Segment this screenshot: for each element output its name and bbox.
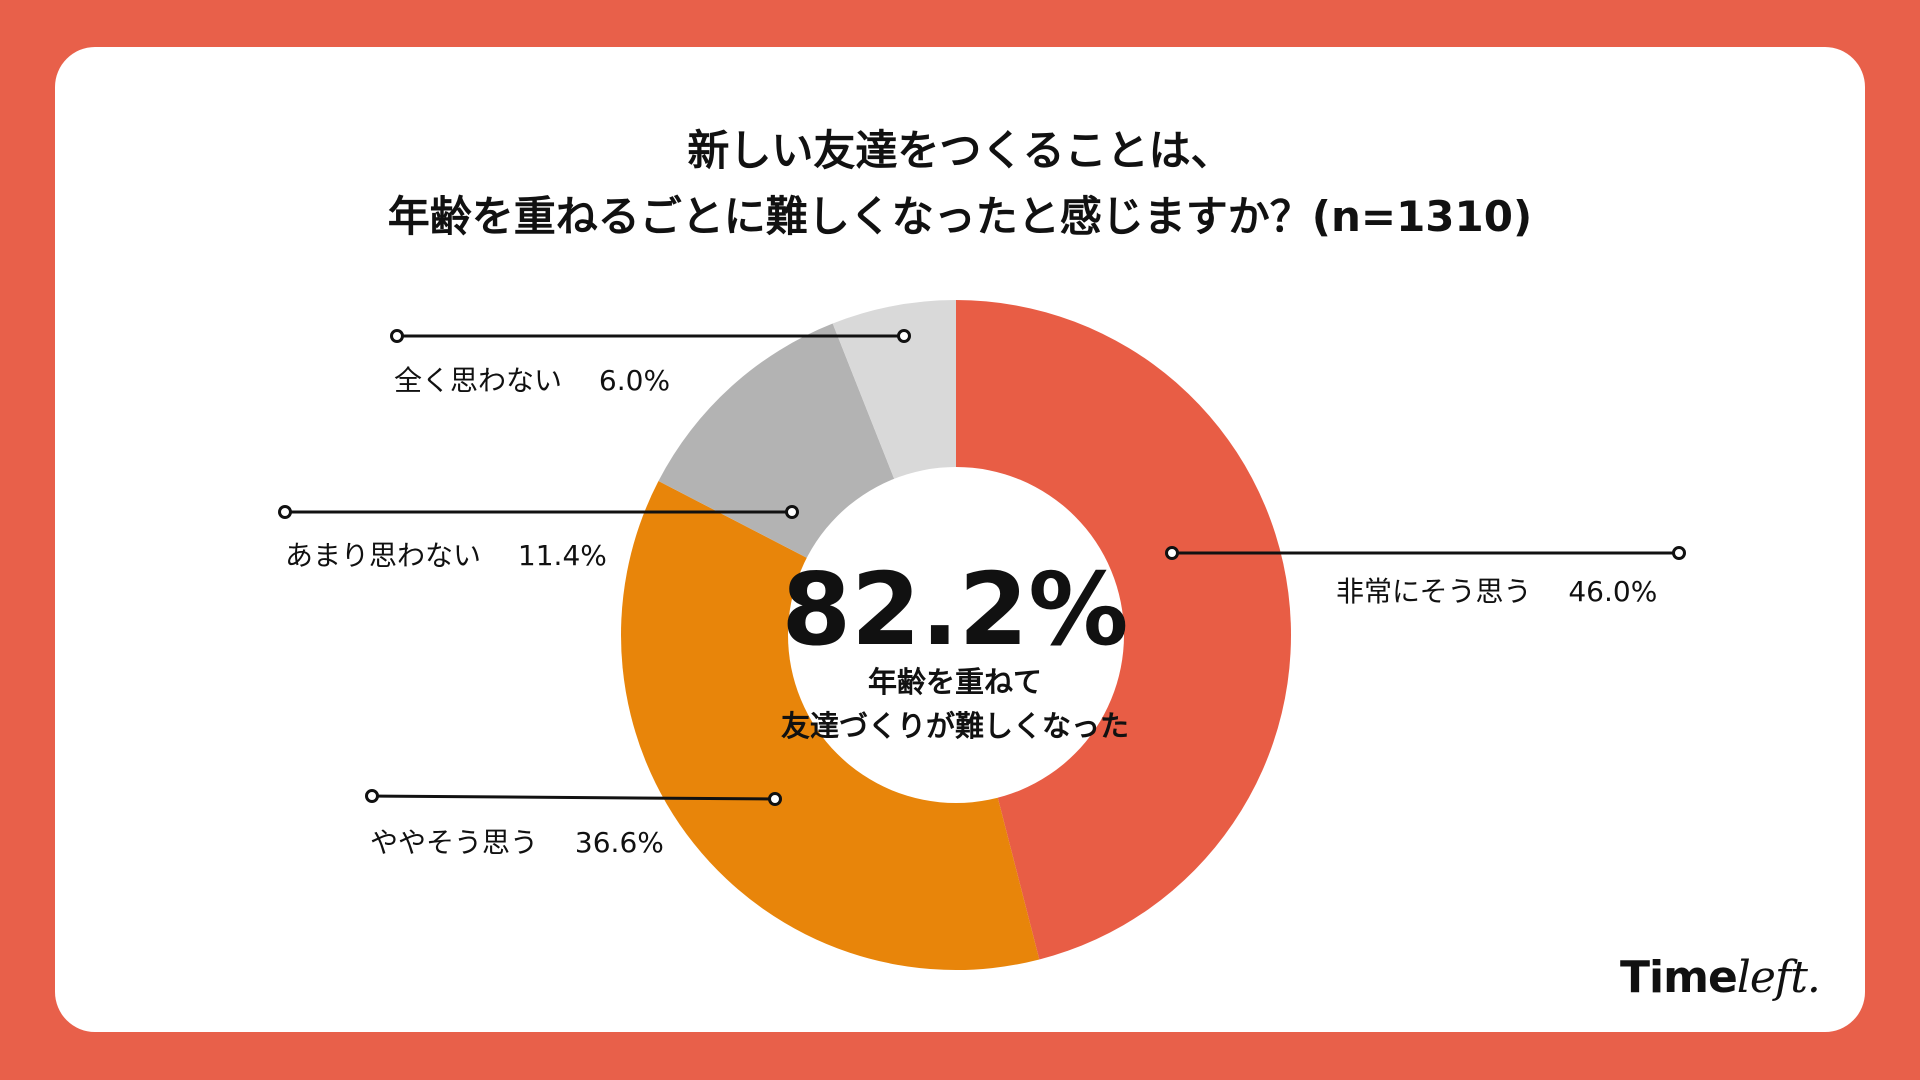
label-slice-3: 全く思わない 6.0%: [394, 364, 671, 397]
chart-title-line2: 年齢を重ねるごとに難しくなったと感じますか？(n=1310): [387, 192, 1533, 241]
center-caption-line1: 年齢を重ねて: [867, 665, 1042, 699]
leader-dot-2-0: [278, 505, 292, 519]
label-slice-1: ややそう思う 36.6%: [370, 826, 664, 859]
chart-title-line1: 新しい友達をつくることは、: [687, 126, 1233, 175]
leader-dot-1-0: [365, 789, 379, 803]
donut-hole: [788, 467, 1124, 803]
leader-dot-2-1: [785, 505, 799, 519]
leader-dot-0-1: [1672, 546, 1686, 560]
label-slice-0: 非常にそう思う 46.0%: [1336, 575, 1658, 608]
leader-dot-3-1: [897, 329, 911, 343]
center-value: 82.2%: [781, 551, 1129, 668]
label-slice-2: あまり思わない 11.4%: [285, 539, 607, 572]
leader-line-1: [371, 794, 776, 801]
leader-dot-1-1: [768, 792, 782, 806]
timeleft-logo: Timeleft.: [1620, 952, 1821, 1003]
center-caption-line2: 友達づくりが難しくなった: [780, 709, 1129, 743]
leader-dot-0-0: [1165, 546, 1179, 560]
leader-dot-3-0: [390, 329, 404, 343]
